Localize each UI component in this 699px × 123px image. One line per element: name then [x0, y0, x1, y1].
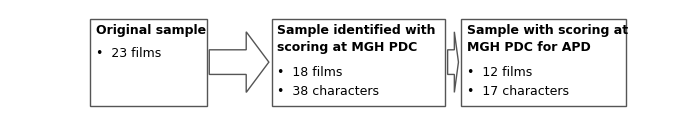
Bar	[461, 19, 626, 106]
Text: •  17 characters: • 17 characters	[467, 85, 568, 98]
Text: •  18 films: • 18 films	[277, 66, 343, 79]
Text: •  12 films: • 12 films	[467, 66, 532, 79]
Text: Sample with scoring at
MGH PDC for APD: Sample with scoring at MGH PDC for APD	[467, 24, 628, 54]
Text: Original sample: Original sample	[96, 24, 206, 37]
Text: Sample identified with
scoring at MGH PDC: Sample identified with scoring at MGH PD…	[277, 24, 435, 54]
Polygon shape	[209, 32, 269, 92]
Polygon shape	[447, 32, 459, 92]
Bar	[271, 19, 445, 106]
Text: •  23 films: • 23 films	[96, 47, 161, 60]
Text: •  38 characters: • 38 characters	[277, 85, 379, 98]
Bar	[90, 19, 207, 106]
